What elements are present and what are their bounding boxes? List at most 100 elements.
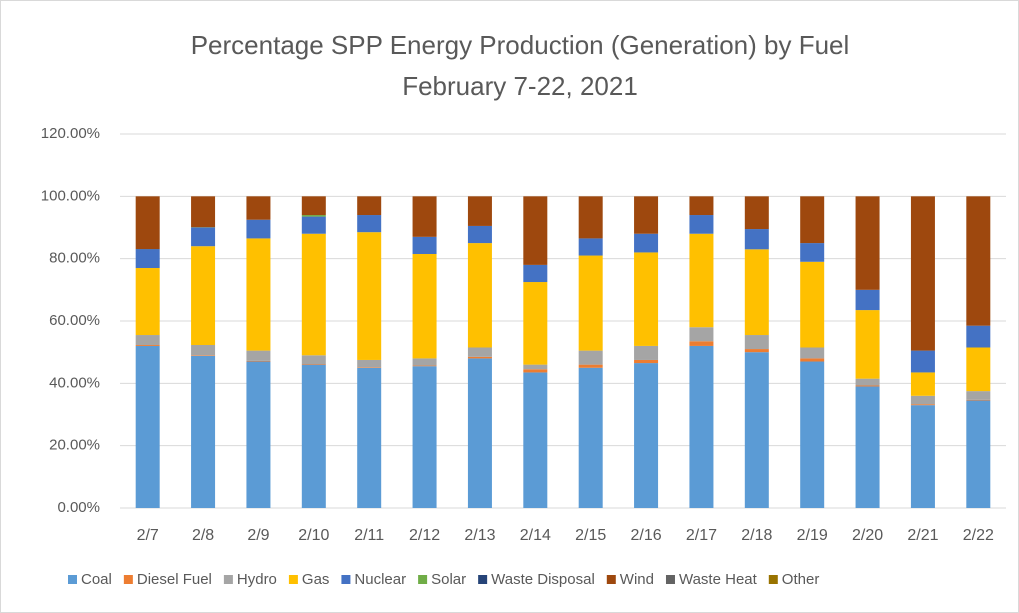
x-tick-label: 2/22 [963,527,994,544]
bar-segment [910,405,935,508]
bar-segment [412,358,437,366]
legend-swatch [123,575,133,584]
bar-segment [357,359,382,368]
bar-segment [301,364,326,365]
bar-segment [966,196,991,326]
x-tick-label: 2/7 [137,527,159,544]
legend-label: Diesel Fuel [137,571,212,588]
bar-segment [855,386,880,508]
x-tick-label: 2/19 [797,527,828,544]
bar-segment [246,196,271,220]
bar-segment [191,196,216,228]
x-tick-label: 2/16 [630,527,661,544]
legend-swatch [68,575,77,584]
y-tick-label: 120.00% [41,125,100,142]
bar-segment [191,344,216,356]
bar-segment [246,350,271,361]
bar-segment [966,347,991,392]
y-tick-label: 40.00% [49,374,100,391]
bar-segment [135,249,160,269]
bar-segment [800,243,825,262]
bar-segment [966,400,991,508]
bar-segment [467,243,492,348]
legend-swatch [478,575,488,584]
x-tick-label: 2/8 [192,527,214,544]
bar-segment [357,232,382,360]
x-tick-label: 2/9 [247,527,269,544]
x-tick-label: 2/12 [409,527,440,544]
bar-segment [578,350,603,365]
bar-segment [467,225,492,244]
bar-segment [634,196,659,234]
chart-title: Percentage SPP Energy Production (Genera… [191,30,850,60]
bar-segment [578,367,603,508]
bar-segment [800,361,825,508]
bar-segment [246,219,271,239]
legend-swatch [341,575,351,584]
bar-segment [135,335,160,345]
legend-swatch [418,575,428,584]
bar-segment [689,345,714,508]
bar-segment [523,196,548,265]
bar-segment [135,196,160,250]
x-tick-label: 2/18 [741,527,772,544]
legend-swatch [768,575,778,584]
bar-segment [357,367,382,368]
bar-segment [910,404,935,406]
bar-segment [855,289,880,311]
chart-subtitle: February 7-22, 2021 [402,71,638,101]
bar-segment [246,360,271,362]
bar-segment [523,364,548,370]
bar-segment [135,268,160,336]
x-tick-label: 2/17 [686,527,717,544]
bar-segment [966,399,991,401]
bar-segment [246,238,271,351]
bar-segment [855,385,880,387]
bar-segment [800,358,825,362]
bar-segment [191,246,216,345]
legend-label: Wind [620,571,654,588]
bar-segment [634,345,659,360]
bar-segment [412,365,437,367]
bar-segment [744,335,769,350]
bar-segment [412,236,437,254]
legend-label: Solar [431,571,466,588]
bar-segment [467,358,492,508]
bar-segment [578,364,603,368]
x-tick-label: 2/21 [907,527,938,544]
bar-segment [634,363,659,508]
bar-segment [357,367,382,508]
bar-segment [744,349,769,353]
bar-segment [966,391,991,400]
bar-segment [135,344,160,346]
bar-segment [578,196,603,239]
bar-segment [301,364,326,508]
bar-segment [744,229,769,250]
x-tick-label: 2/14 [520,527,551,544]
bar-segment [744,352,769,508]
bar-segment [634,359,659,364]
bar-segment [301,215,326,217]
bar-segment [578,255,603,351]
bar-segment [191,355,216,508]
bar-segment [357,215,382,233]
legend-label: Nuclear [354,571,406,588]
bar-segment [412,366,437,508]
bar-segment [246,361,271,508]
legend-label: Hydro [237,571,277,588]
bar-segment [523,372,548,508]
bar-segment [523,282,548,365]
bar-segment [689,327,714,342]
x-tick-label: 2/13 [464,527,495,544]
bar-segment [689,233,714,328]
bar-segment [910,196,935,351]
x-tick-label: 2/20 [852,527,883,544]
x-tick-label: 2/10 [298,527,329,544]
bar-segment [855,378,880,386]
bar-segment [412,253,437,359]
bar-segment [910,395,935,405]
legend-label: Other [782,571,820,588]
bar-segment [301,355,326,365]
